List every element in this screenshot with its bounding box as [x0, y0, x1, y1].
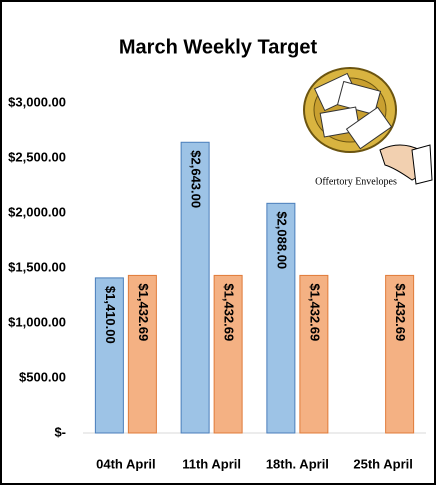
y-tick-label: $1,500.00 — [8, 259, 66, 274]
value-label: $1,432.69 — [307, 283, 322, 341]
value-label: $1,410.00 — [103, 286, 118, 344]
y-tick-label: $- — [54, 424, 66, 439]
y-tick-label: $1,000.00 — [8, 314, 66, 329]
value-label: $2,088.00 — [274, 211, 289, 269]
value-label: $1,432.69 — [136, 283, 151, 341]
x-tick-label: 25th April — [353, 456, 412, 471]
y-tick-label: $3,000.00 — [8, 94, 66, 109]
value-label: $2,643.00 — [189, 150, 204, 208]
value-label: $1,432.69 — [393, 283, 408, 341]
x-tick-label: 18th. April — [266, 456, 329, 471]
chart-title: March Weekly Target — [119, 36, 318, 58]
y-tick-label: $2,000.00 — [8, 204, 66, 219]
x-tick-label: 04th April — [96, 456, 155, 471]
y-tick-label: $2,500.00 — [8, 149, 66, 164]
x-tick-label: 11th April — [182, 456, 241, 471]
chart: March Weekly Target Offertory Envelopes … — [0, 0, 436, 485]
y-tick-label: $500.00 — [19, 369, 66, 384]
annotation: Offertory Envelopes — [315, 176, 397, 187]
value-label: $1,432.69 — [222, 283, 237, 341]
